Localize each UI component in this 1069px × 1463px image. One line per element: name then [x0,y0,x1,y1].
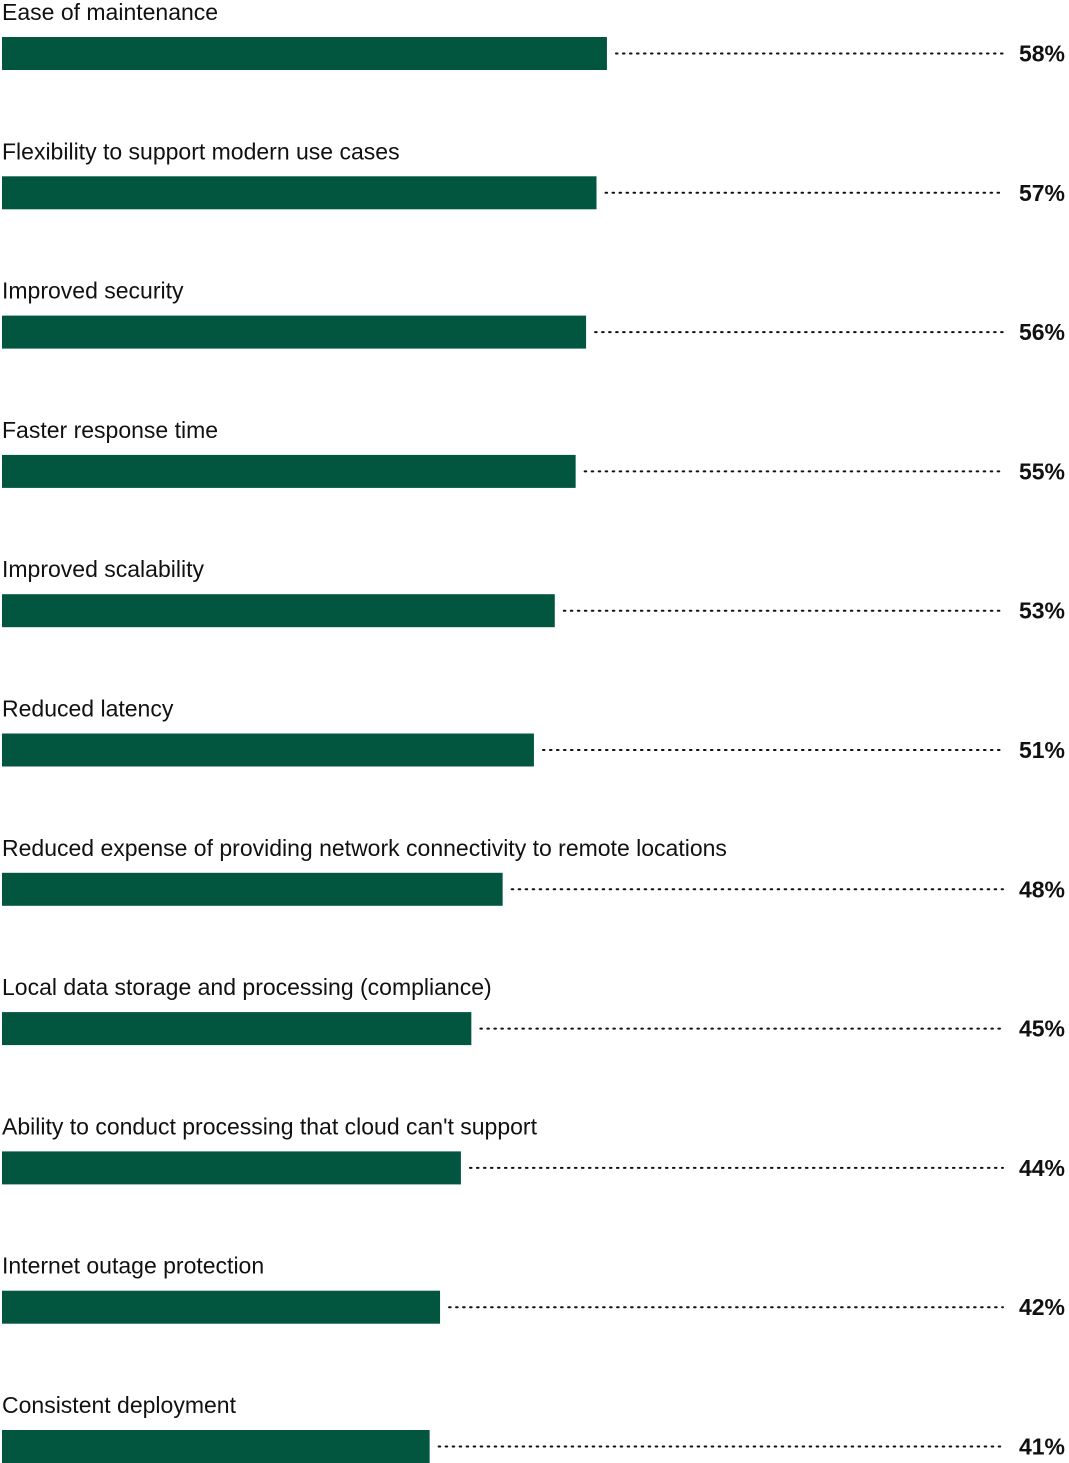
bar [2,315,587,349]
bar [2,872,503,906]
category-label: Reduced latency [2,696,174,722]
bar [2,37,607,70]
bar-row: Faster response time 55% [2,417,1065,488]
bar [2,594,555,628]
value-label: 57% [1019,180,1065,206]
category-label: Internet outage protection [2,1253,264,1279]
bar-row: Reduced latency 51% [2,696,1065,767]
category-label: Improved scalability [2,556,204,582]
bar-row: Improved scalability 53% [2,556,1065,628]
bar [2,1012,472,1046]
category-label: Flexibility to support modern use cases [2,138,400,164]
bar [2,176,597,210]
value-label: 45% [1019,1016,1065,1042]
category-label: Ease of maintenance [2,0,218,25]
value-label: 53% [1019,598,1065,624]
category-label: Reduced expense of providing network con… [2,835,727,861]
bar-row: Local data storage and processing (compl… [2,974,1065,1046]
category-label: Faster response time [2,417,218,443]
category-label: Ability to conduct processing that cloud… [2,1113,538,1139]
bar-row: Ability to conduct processing that cloud… [2,1113,1065,1185]
value-label: 55% [1019,458,1065,484]
bar [2,1290,441,1324]
bar-row: Consistent deployment 41% [2,1392,1065,1463]
value-label: 41% [1019,1434,1065,1460]
bar [2,733,534,767]
bar-row: Ease of maintenance 58% [2,0,1065,70]
category-label: Consistent deployment [2,1392,237,1418]
value-label: 58% [1019,41,1065,67]
value-label: 51% [1019,737,1065,763]
bar [2,1430,430,1463]
bar-row: Internet outage protection 42% [2,1253,1065,1324]
bar-row: Flexibility to support modern use cases 5… [2,138,1065,210]
bar [2,454,576,488]
value-label: 48% [1019,876,1065,902]
value-label: 56% [1019,319,1065,345]
value-label: 42% [1019,1294,1065,1320]
category-label: Improved security [2,278,184,304]
bar [2,1151,461,1185]
bar-row: Reduced expense of providing network con… [2,835,1065,906]
category-label: Local data storage and processing (compl… [2,974,492,1000]
bar-row: Improved security 56% [2,278,1065,349]
value-label: 44% [1019,1155,1065,1181]
